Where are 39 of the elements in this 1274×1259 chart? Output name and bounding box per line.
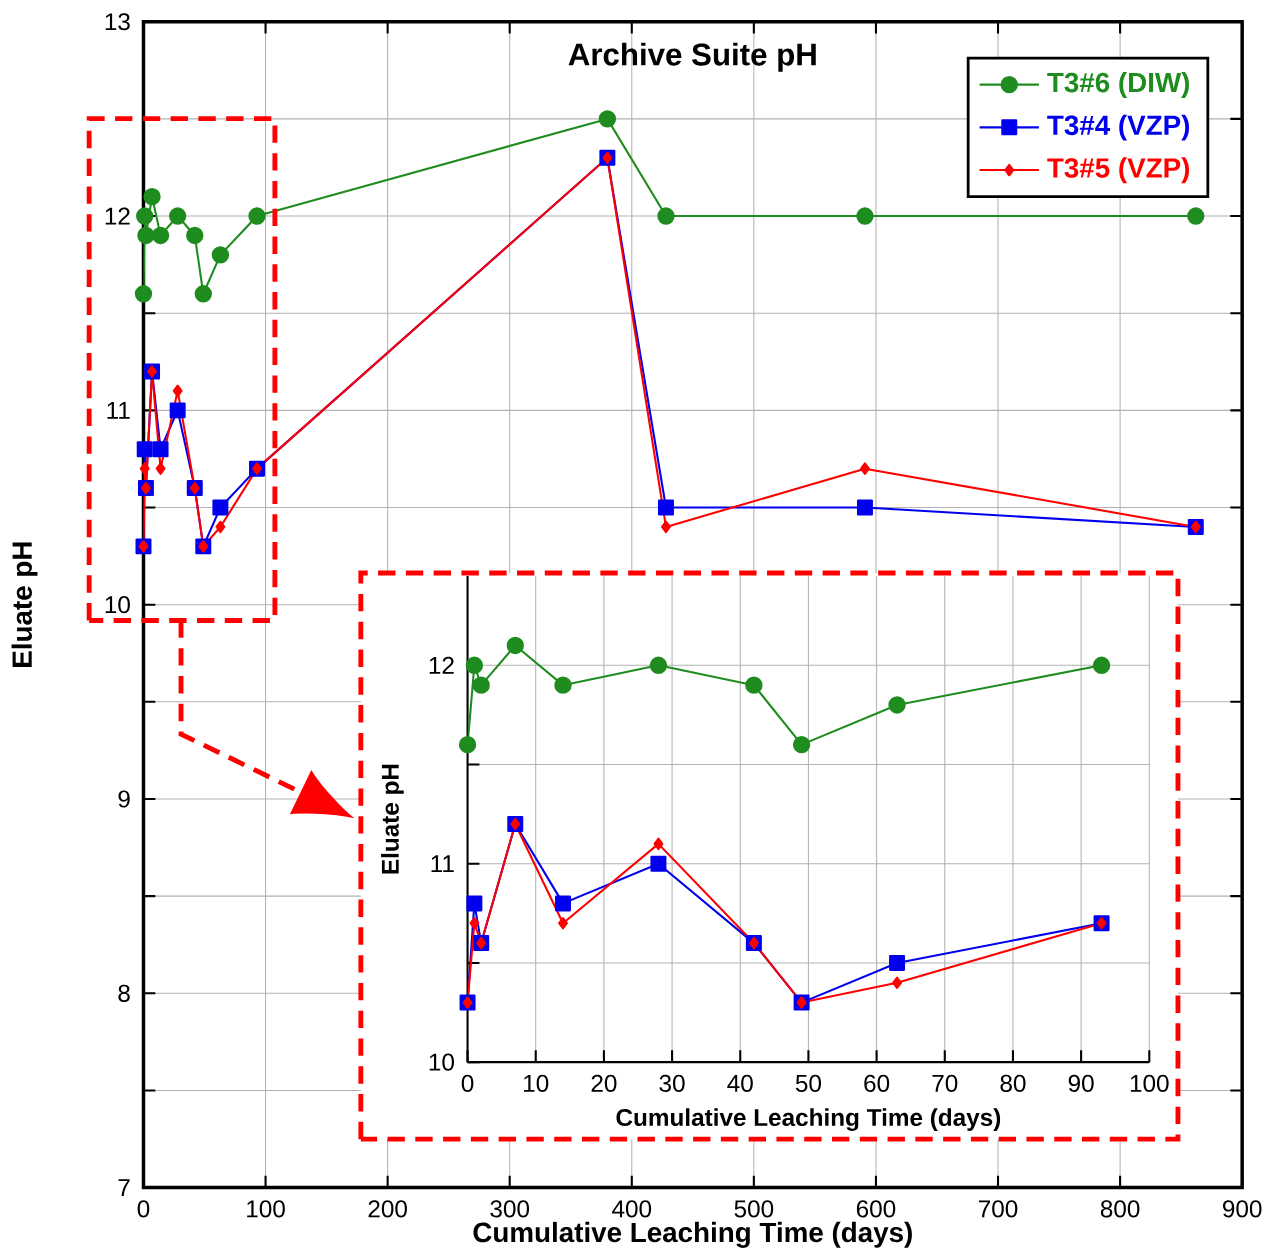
x-tick-label: 500 bbox=[734, 1200, 774, 1218]
y-tick-label: 11 bbox=[107, 401, 130, 419]
x-tick-label: 30 bbox=[659, 1074, 685, 1092]
x-tick-label: 40 bbox=[727, 1074, 753, 1092]
x-tick-label: 10 bbox=[524, 1074, 549, 1092]
x-tick-label: 60 bbox=[864, 1074, 890, 1092]
x-tick-label: 700 bbox=[978, 1200, 1018, 1218]
y-tick-label: 13 bbox=[105, 12, 130, 31]
y-tick-label: 11 bbox=[431, 855, 454, 872]
x-tick-label: 0 bbox=[461, 1074, 474, 1092]
x-tick-label: 400 bbox=[612, 1200, 652, 1218]
x-tick-label: 80 bbox=[1000, 1074, 1026, 1092]
y-tick-label: 9 bbox=[118, 790, 130, 808]
legend-label: T3#4 (VZP) bbox=[1047, 114, 1190, 141]
x-tick-label: 100 bbox=[1130, 1074, 1169, 1092]
y-tick-label: 12 bbox=[429, 656, 454, 674]
legend-label: T3#5 (VZP) bbox=[1047, 157, 1190, 184]
x-tick-label: 100 bbox=[247, 1200, 285, 1218]
x-tick-label: 0 bbox=[137, 1200, 150, 1218]
y-tick-label: 10 bbox=[105, 595, 130, 614]
legend-label: T3#6 (DIW) bbox=[1047, 71, 1189, 98]
x-tick-label: 600 bbox=[856, 1200, 896, 1218]
x-tick-label: 50 bbox=[795, 1074, 821, 1092]
x-tick-label: 70 bbox=[932, 1074, 958, 1092]
x-tick-label: 900 bbox=[1223, 1200, 1262, 1218]
y-tick-label: 12 bbox=[105, 207, 130, 225]
y-tick-label: 10 bbox=[429, 1053, 454, 1071]
y-tick-label: 8 bbox=[118, 984, 130, 1002]
y-tick-label: 7 bbox=[118, 1179, 130, 1196]
x-tick-label: 200 bbox=[368, 1200, 407, 1218]
x-axis-title: Cumulative Leaching Time (days) bbox=[616, 1108, 1001, 1131]
y-axis-title: Eluate pH bbox=[11, 542, 38, 667]
text: Archive Suite pH bbox=[568, 42, 816, 72]
x-tick-label: 300 bbox=[490, 1200, 530, 1218]
x-axis-title: Cumulative Leaching Time (days) bbox=[473, 1221, 912, 1248]
x-tick-label: 800 bbox=[1100, 1200, 1140, 1218]
x-tick-label: 90 bbox=[1068, 1074, 1094, 1092]
x-tick-label: 20 bbox=[591, 1074, 617, 1092]
y-axis-title: Eluate pH bbox=[381, 764, 404, 874]
